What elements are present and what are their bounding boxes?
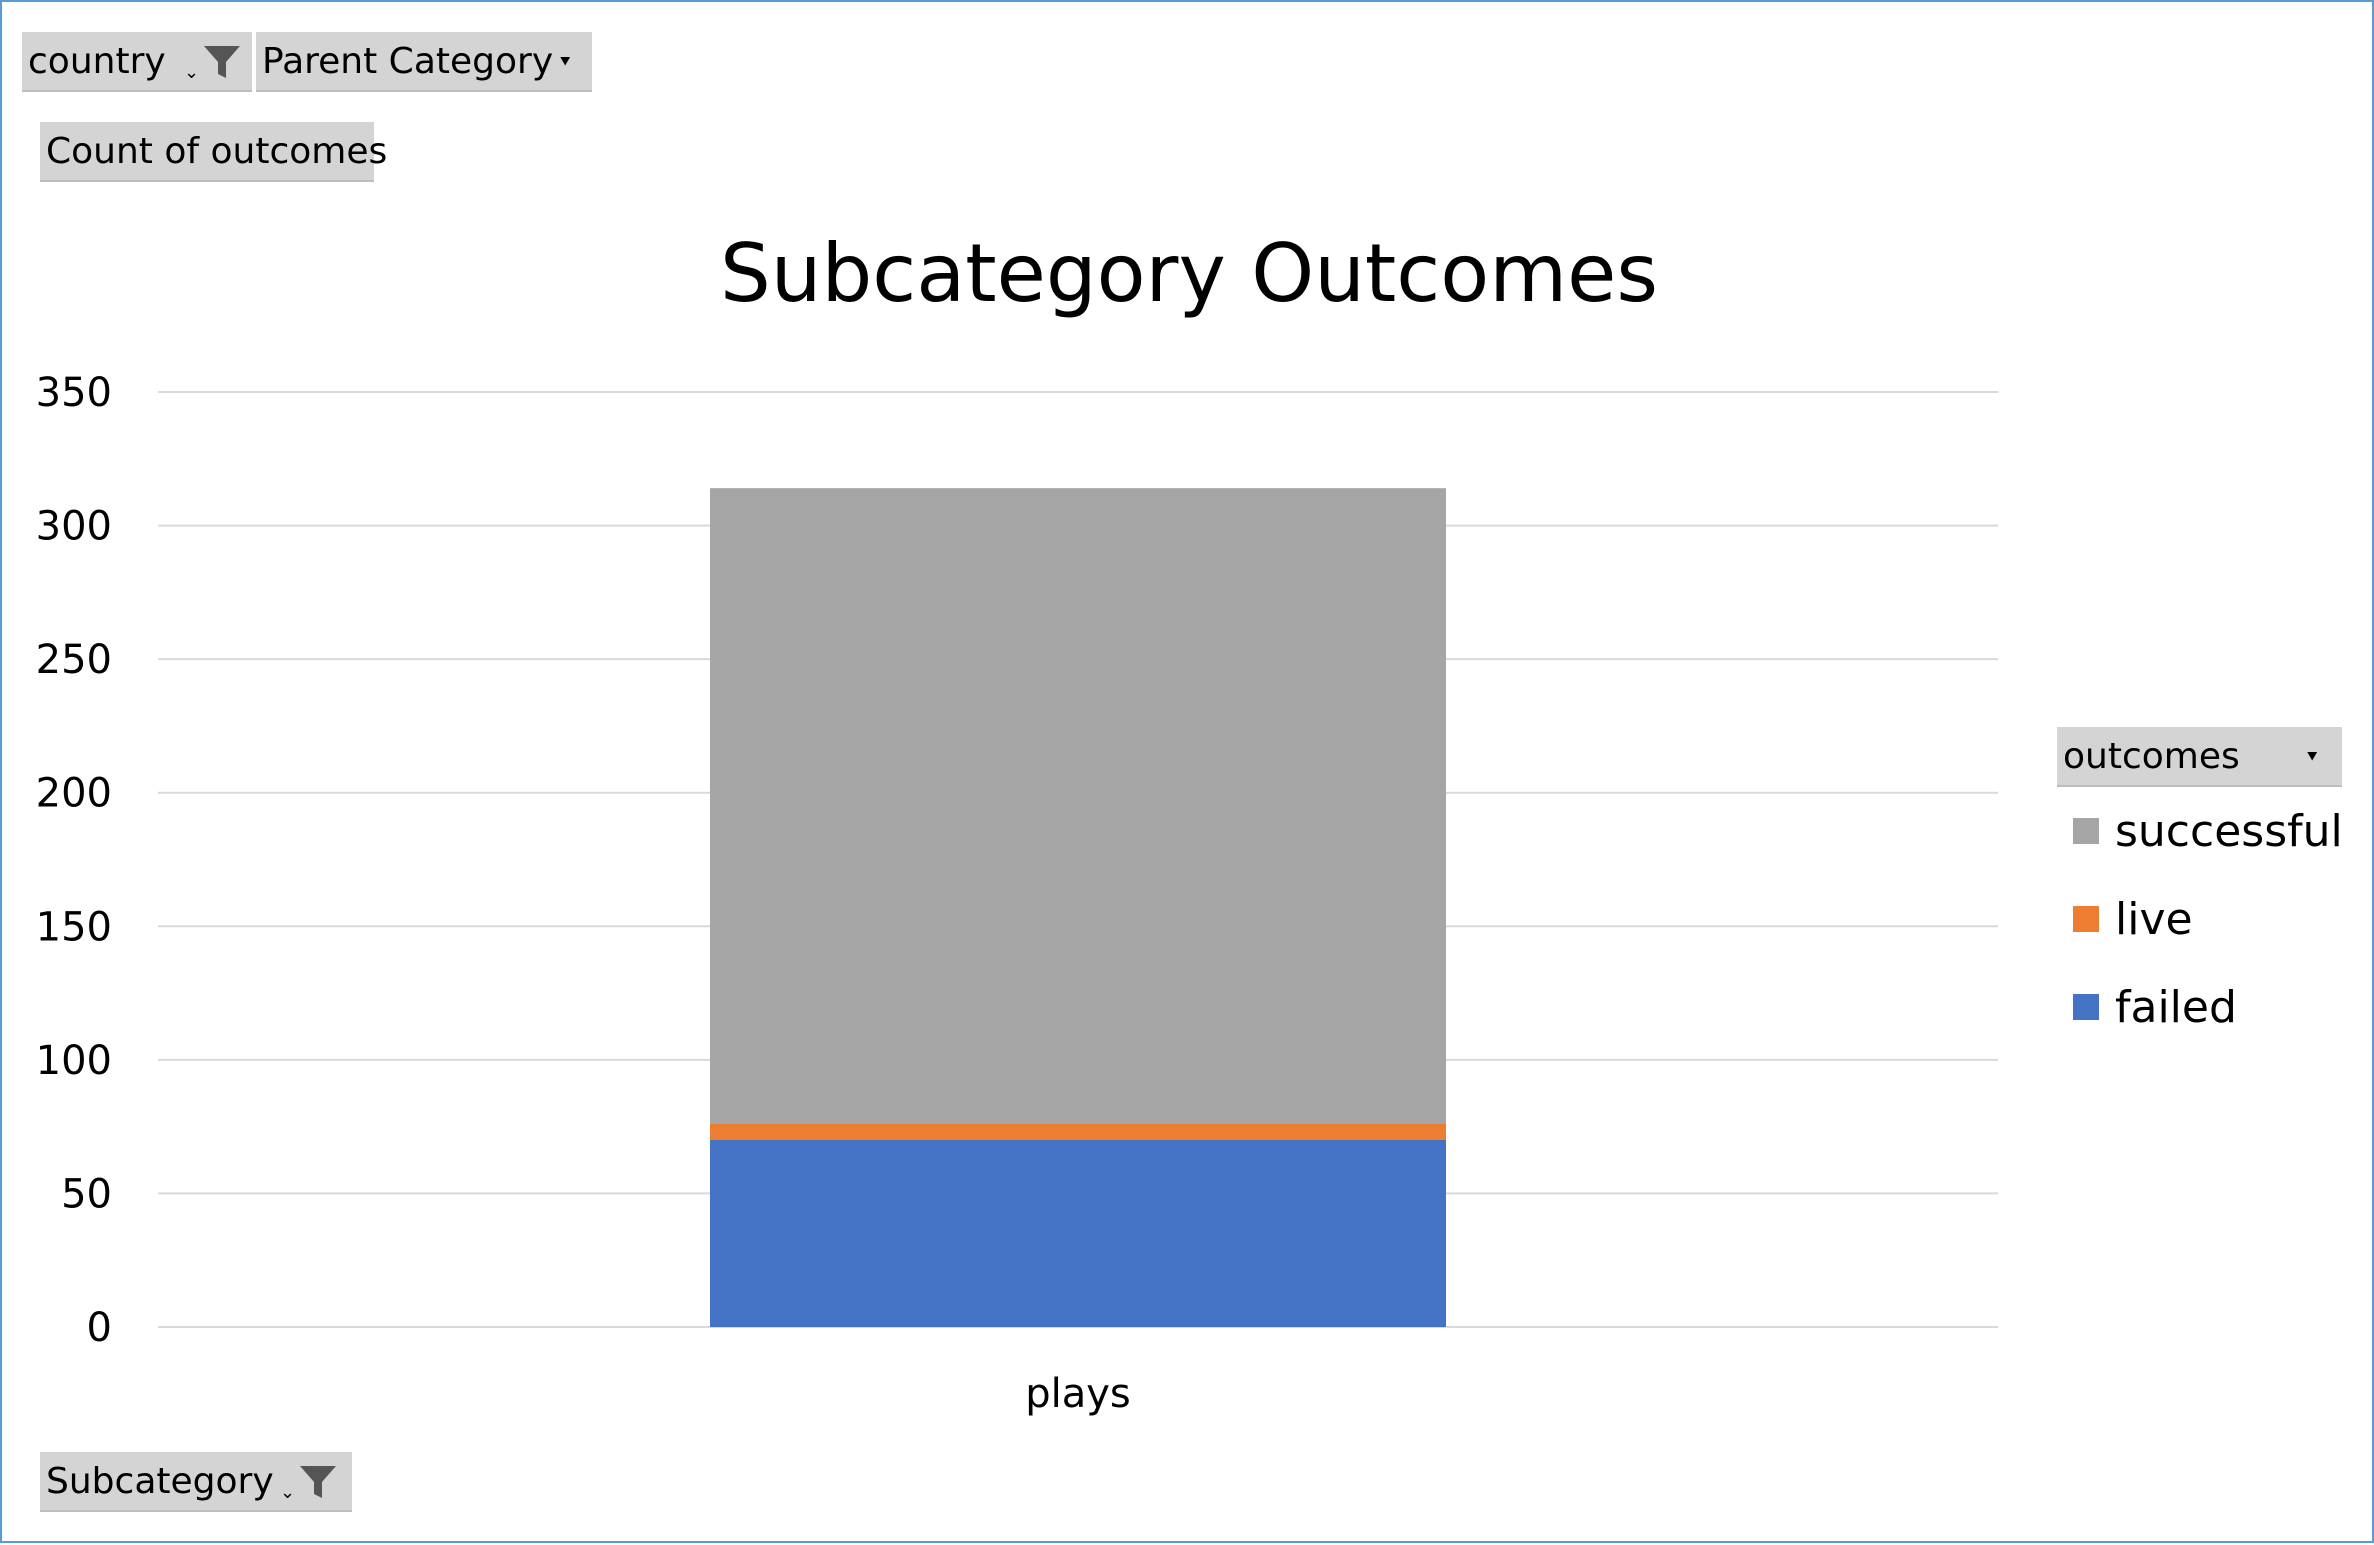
country-filter-label: country [28, 41, 166, 82]
filter-icon [204, 46, 240, 78]
outcomes-field-label: outcomes [2063, 736, 2240, 777]
legend-item-live: live [2073, 895, 2193, 945]
legend-swatch-successful [2073, 818, 2099, 844]
chart-title: Subcategory Outcomes [719, 227, 1659, 320]
x-category-label: plays [1025, 1371, 1131, 1417]
y-tick-label: 0 [87, 1305, 112, 1351]
values-field-button[interactable]: Count of outcomes [40, 122, 387, 182]
country-filter-button[interactable]: country ⌄ [22, 32, 252, 92]
y-tick-label: 150 [36, 904, 112, 950]
legend-swatch-failed [2073, 994, 2099, 1020]
parent-category-filter-label: Parent Category [262, 41, 554, 82]
filter-icon [300, 1466, 336, 1498]
legend-item-failed: failed [2073, 983, 2237, 1033]
legend-swatch-live [2073, 906, 2099, 932]
y-tick-label: 300 [36, 504, 112, 550]
legend-label: live [2115, 894, 2193, 945]
dropdown-arrow-icon: ⯆ [558, 52, 573, 73]
outcomes-field-button[interactable]: outcomes ⯆ [2057, 727, 2342, 787]
y-tick-label: 50 [61, 1171, 112, 1217]
legend-item-successful: successful [2073, 807, 2343, 857]
subcategory-filter-button[interactable]: Subcategory ⌄ [40, 1452, 352, 1512]
legend-label: failed [2115, 982, 2237, 1033]
subcategory-filter-label: Subcategory [46, 1461, 274, 1502]
bar-segment-successful[interactable] [710, 488, 1446, 1124]
values-field-label: Count of outcomes [46, 131, 388, 172]
y-tick-label: 350 [36, 370, 112, 416]
bar-segment-live[interactable] [710, 1123, 1446, 1140]
bar-segment-failed[interactable] [710, 1140, 1446, 1327]
y-tick-label: 200 [36, 771, 112, 817]
dropdown-arrow-icon: ⯆ [2305, 747, 2320, 768]
dropdown-arrow-icon: ⌄ [184, 62, 200, 83]
dropdown-arrow-icon: ⌄ [280, 1482, 296, 1503]
parent-category-filter-button[interactable]: Parent Category ⯆ [256, 32, 592, 92]
y-tick-label: 100 [36, 1038, 112, 1084]
y-tick-label: 250 [36, 637, 112, 683]
legend-label: successful [2115, 806, 2343, 857]
